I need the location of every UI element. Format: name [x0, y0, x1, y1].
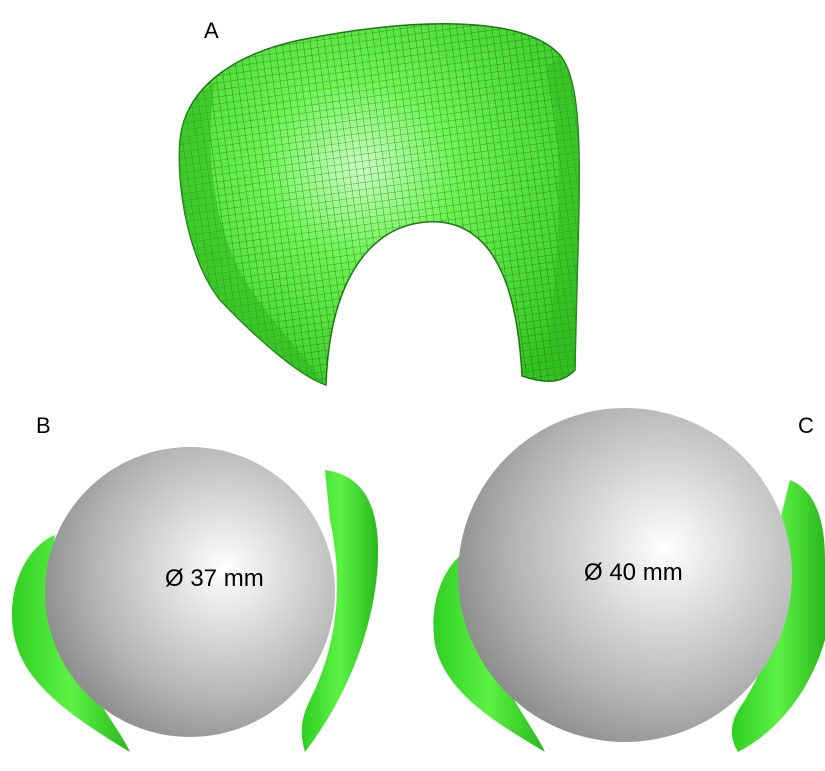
mesh-overlay — [179, 24, 579, 385]
panel-c: C Ø 40 mm — [433, 408, 825, 752]
panel-label: A — [204, 18, 219, 43]
panel-b: B Ø 37 mm — [12, 413, 378, 752]
femoral-head — [45, 447, 335, 737]
panel-label: C — [798, 413, 814, 438]
diameter-label: Ø 37 mm — [165, 565, 264, 592]
panel-label: B — [36, 413, 51, 438]
diameter-label: Ø 40 mm — [584, 559, 683, 586]
figure: A B Ø 37 mm C Ø 40 mm — [0, 0, 825, 766]
page: {"panels": [ {"label": "A"}, {"label": "… — [0, 0, 825, 766]
panel-a: A — [179, 18, 579, 385]
